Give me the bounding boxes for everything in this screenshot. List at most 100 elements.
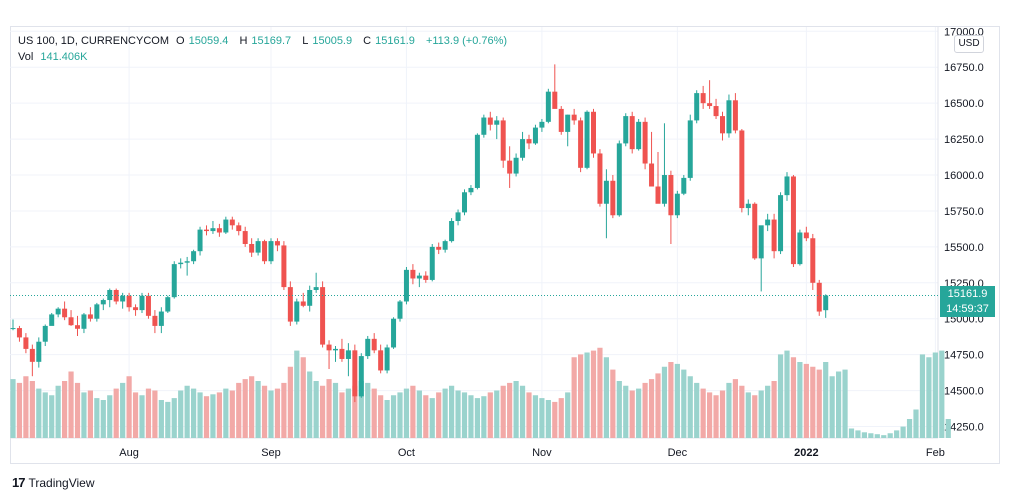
candle-body [197, 229, 203, 252]
candle-body [75, 325, 80, 329]
volume-bar [294, 350, 300, 438]
volume-bar [616, 381, 622, 438]
volume-bar [797, 362, 803, 438]
volume-bar [455, 390, 461, 438]
volume-bar [494, 390, 500, 438]
candle-body [29, 348, 35, 362]
volume-bar [113, 388, 119, 438]
x-tick-label: Oct [398, 447, 415, 459]
candle-body [81, 314, 87, 329]
volume-bar [655, 373, 661, 438]
x-tick-label: Dec [668, 447, 688, 459]
volume-bar [145, 388, 152, 438]
volume-bar [842, 369, 848, 438]
volume-bar [352, 385, 358, 438]
x-tick-label: 2022 [794, 447, 818, 459]
volume-bar [765, 385, 771, 438]
volume-bar [648, 379, 655, 438]
volume-bar [165, 401, 171, 438]
volume-bar [29, 381, 35, 438]
candle-body [55, 308, 61, 315]
volume-bar [913, 409, 919, 438]
candle-body [87, 314, 93, 319]
volume-bar [900, 426, 906, 438]
candle-body [339, 348, 345, 359]
volume-bar [829, 376, 835, 438]
candle-body [700, 93, 706, 104]
candle-body [42, 325, 48, 342]
volume-bar [436, 392, 442, 438]
y-tick-label: 14500.0 [944, 386, 984, 398]
candle-body [655, 186, 661, 204]
volume-bar [384, 400, 390, 438]
volume-bar [49, 395, 55, 438]
volume-bar [320, 385, 326, 438]
x-tick-label: Feb [926, 447, 945, 459]
volume-bar [668, 362, 674, 438]
candle-body [397, 301, 403, 319]
candle-body [823, 295, 829, 311]
volume-bar [74, 382, 81, 438]
volume-bar [449, 385, 455, 438]
candle-body [642, 121, 648, 164]
volume-bar [416, 390, 422, 438]
volume-bar [881, 435, 887, 438]
volume-bar [726, 382, 732, 438]
volume-bar [132, 392, 139, 438]
volume-bar [158, 400, 164, 438]
candle-body [726, 100, 732, 134]
candle-body [732, 100, 738, 131]
currency-button[interactable]: USD [954, 35, 984, 53]
candle-body [629, 116, 635, 150]
candle-body [223, 219, 229, 233]
volume-bar [55, 385, 61, 438]
candle-body [507, 160, 513, 174]
volume-bar [661, 366, 668, 438]
volume-bar [184, 385, 190, 438]
candle-body [68, 317, 74, 326]
volume-bar [790, 357, 797, 438]
volume-bar [36, 388, 42, 438]
volume-bar [255, 381, 261, 438]
candle-body [474, 134, 480, 188]
volume-bar [468, 395, 474, 438]
candle-body [300, 301, 306, 306]
volume-bar [68, 371, 74, 438]
candle-body [539, 121, 545, 128]
volume-bar [365, 382, 371, 438]
volume-bar [87, 390, 93, 438]
volume-bar [848, 428, 855, 438]
candle-body [352, 350, 358, 397]
candle-body [152, 315, 158, 326]
candle-body [707, 103, 713, 107]
volume-bar [610, 369, 616, 438]
volume-bar [261, 385, 268, 438]
tradingview-brand[interactable]: 17 TradingView [12, 475, 95, 490]
y-tick-label: 15750.0 [944, 206, 984, 218]
candle-body [333, 348, 338, 351]
volume-bar [223, 388, 229, 438]
x-tick-label: Nov [532, 447, 552, 459]
volume-bar [203, 396, 210, 438]
volume-bar [674, 363, 680, 438]
low-value: L 15005.9 [302, 35, 353, 47]
volume-bar [307, 371, 313, 438]
volume-bar [429, 398, 435, 438]
candle-body [532, 127, 538, 144]
candle-body [281, 245, 287, 288]
candle-body [494, 120, 500, 125]
candle-body [16, 328, 22, 338]
candle-body [545, 91, 551, 122]
last-price-value: 15161.9 [947, 288, 988, 300]
volume-bar [242, 379, 248, 438]
y-tick-label: 14250.0 [944, 422, 984, 434]
candle-body [416, 275, 422, 279]
volume-bar [571, 357, 577, 438]
volume-bar [120, 382, 126, 438]
volume-bar [623, 385, 629, 438]
candle-body [268, 241, 274, 262]
volume-legend: Vol 141.406K [18, 51, 91, 63]
candle-body [145, 295, 151, 316]
candle-body [100, 300, 106, 305]
